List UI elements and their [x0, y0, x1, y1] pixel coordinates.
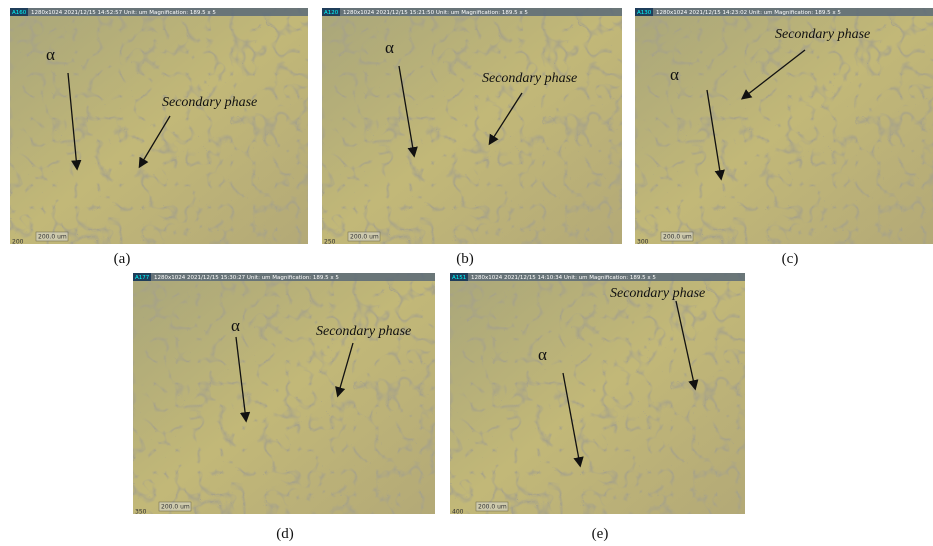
secondary-phase-label: Secondary phase — [316, 324, 411, 339]
page: Micrographs {"panels": [ {"tag": "A160",… — [0, 0, 933, 546]
micrograph-image — [322, 8, 622, 244]
scale-bar-label: 200.0 um — [350, 234, 379, 241]
image-tag: A151 — [452, 275, 466, 281]
image-info: 1280x1024 2021/12/15 14:10:34 Unit: um M… — [471, 275, 656, 281]
panel-caption: (c) — [782, 251, 799, 267]
micrograph-panel: A130 1280x1024 2021/12/15 14:23:02 Unit: … — [635, 8, 933, 267]
figure: A160 1280x1024 2021/12/15 14:52:57 Unit: … — [0, 0, 933, 546]
secondary-phase-label: Secondary phase — [162, 95, 257, 110]
scale-bar-label: 200.0 um — [663, 234, 692, 241]
corner-number: 250 — [324, 239, 336, 246]
image-tag: A120 — [324, 10, 339, 16]
micrograph-image — [450, 273, 745, 514]
image-info: 1280x1024 2021/12/15 14:52:57 Unit: um M… — [31, 10, 216, 16]
image-tag: A177 — [135, 275, 150, 281]
corner-number: 400 — [452, 509, 464, 516]
alpha-label: α — [670, 65, 679, 84]
corner-number: 350 — [135, 509, 147, 516]
scale-bar-label: 200.0 um — [161, 504, 190, 511]
corner-number: 200 — [12, 239, 24, 246]
micrograph-panel: A120 1280x1024 2021/12/15 15:21:50 Unit: … — [322, 8, 622, 267]
micrograph-panel: A151 1280x1024 2021/12/15 14:10:34 Unit: … — [450, 273, 745, 542]
panel-caption: (b) — [456, 251, 474, 267]
panel-caption: (a) — [114, 251, 131, 267]
corner-number: 300 — [637, 239, 649, 246]
secondary-phase-label: Secondary phase — [775, 27, 870, 42]
panel-caption: (e) — [592, 526, 609, 542]
alpha-label: α — [46, 45, 55, 64]
secondary-phase-label: Secondary phase — [482, 71, 577, 86]
image-info: 1280x1024 2021/12/15 15:21:50 Unit: um M… — [343, 10, 528, 16]
scale-bar-label: 200.0 um — [38, 234, 67, 241]
image-tag: A160 — [12, 10, 27, 16]
secondary-phase-label: Secondary phase — [610, 286, 705, 301]
alpha-label: α — [538, 345, 547, 364]
image-info: 1280x1024 2021/12/15 15:30:27 Unit: um M… — [154, 275, 339, 281]
panel-caption: (d) — [276, 526, 294, 542]
micrograph-panel: A177 1280x1024 2021/12/15 15:30:27 Unit: … — [133, 273, 435, 542]
image-info: 1280x1024 2021/12/15 14:23:02 Unit: um M… — [656, 10, 841, 16]
scale-bar-label: 200.0 um — [478, 504, 507, 511]
micrograph-image — [10, 8, 308, 244]
alpha-label: α — [231, 316, 240, 335]
body: A160 1280x1024 2021/12/15 14:52:57 Unit: … — [0, 0, 933, 546]
micrograph-image — [133, 273, 435, 514]
alpha-label: α — [385, 38, 394, 57]
micrograph-image — [635, 8, 933, 244]
image-tag: A130 — [637, 10, 652, 16]
micrograph-panel: A160 1280x1024 2021/12/15 14:52:57 Unit: … — [10, 8, 308, 267]
